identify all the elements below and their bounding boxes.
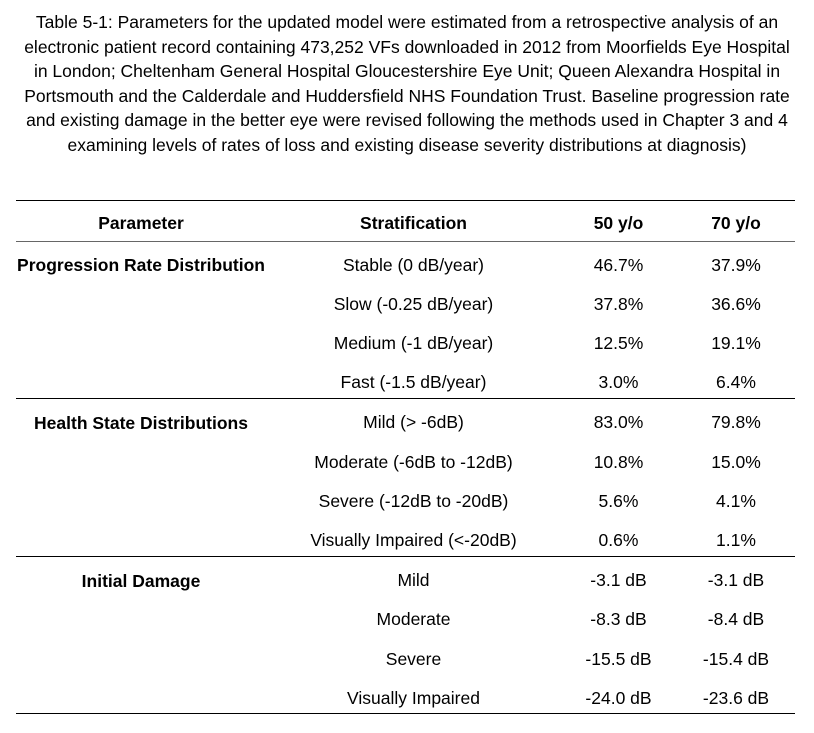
row-stratification: Fast (-1.5 dB/year) (340, 372, 487, 392)
row-value-50: -8.3 dB (590, 609, 647, 629)
row-value-50: 5.6% (598, 491, 639, 511)
header-stratification: Stratification (360, 213, 467, 233)
table-bottom-rule (16, 713, 795, 714)
row-value-70: 1.1% (716, 530, 756, 550)
row-value-50: 12.5% (593, 333, 644, 353)
group-parameter: Initial Damage (81, 571, 201, 591)
row-value-70: -23.6 dB (702, 688, 770, 708)
row-value-70: 36.6% (711, 294, 761, 314)
row-stratification: Stable (0 dB/year) (342, 255, 485, 275)
row-stratification: Slow (-0.25 dB/year) (333, 294, 494, 314)
row-value-70: 4.1% (716, 491, 756, 511)
row-value-50: 0.6% (598, 530, 639, 550)
row-value-70: 6.4% (716, 372, 756, 392)
row-value-70: 79.8% (711, 412, 761, 432)
group-parameter: Health State Distributions (34, 413, 248, 433)
header-rule (16, 241, 795, 242)
row-stratification: Severe (385, 649, 442, 669)
table-top-rule (16, 200, 795, 201)
header-parameter: Parameter (98, 213, 184, 233)
row-value-50: 3.0% (598, 372, 639, 392)
group-divider-rule (16, 398, 795, 399)
row-stratification: Moderate (-6dB to -12dB) (314, 452, 513, 472)
row-stratification: Mild (> -6dB) (363, 412, 464, 432)
row-stratification: Severe (-12dB to -20dB) (318, 491, 509, 511)
row-value-50: 46.7% (593, 255, 644, 275)
row-value-70: 15.0% (711, 452, 761, 472)
row-stratification: Visually Impaired (<-20dB) (310, 530, 517, 550)
row-stratification: Visually Impaired (347, 688, 480, 708)
row-stratification: Medium (-1 dB/year) (333, 333, 494, 353)
header-70-yo: 70 y/o (711, 213, 761, 233)
row-value-50: -3.1 dB (590, 570, 647, 590)
row-stratification: Mild (397, 570, 430, 590)
header-50-yo: 50 y/o (593, 213, 644, 233)
row-value-70: 19.1% (711, 333, 761, 353)
row-value-70: 37.9% (711, 255, 761, 275)
table-caption: Table 5-1: Parameters for the updated mo… (24, 12, 790, 155)
row-value-50: 10.8% (593, 452, 644, 472)
row-value-70: -8.4 dB (707, 609, 765, 629)
row-stratification: Moderate (376, 609, 451, 629)
row-value-70: -15.4 dB (702, 649, 770, 669)
row-value-50: -24.0 dB (585, 688, 652, 708)
row-value-50: 83.0% (593, 412, 644, 432)
row-value-70: -3.1 dB (707, 570, 765, 590)
group-divider-rule (16, 556, 795, 557)
row-value-50: -15.5 dB (585, 649, 652, 669)
group-parameter: Progression Rate Distribution (17, 255, 265, 275)
row-value-50: 37.8% (593, 294, 644, 314)
